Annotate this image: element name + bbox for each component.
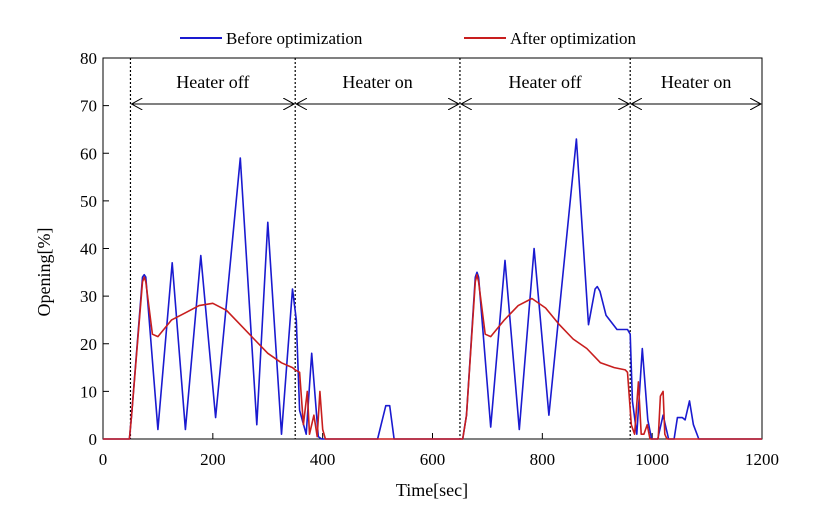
x-axis-label: Time[sec] [396,480,468,500]
series-line-1 [103,273,762,440]
y-tick-label: 70 [80,97,97,116]
y-tick-label: 60 [80,144,97,163]
region-label: Heater off [509,72,582,92]
y-tick-label: 30 [80,287,97,306]
y-tick-label: 40 [80,240,97,259]
legend: Before optimization After optimization [180,29,637,48]
series-line-0 [103,138,762,440]
x-tick-label: 1000 [635,450,669,469]
x-tick-label: 600 [420,450,446,469]
y-axis-label: Opening[%] [34,228,54,317]
x-tick-label: 200 [200,450,226,469]
y-tick-label: 20 [80,335,97,354]
y-tick-label: 10 [80,382,97,401]
y-tick-label: 0 [89,430,98,449]
y-tick-label: 80 [80,49,97,68]
x-tick-label: 800 [530,450,556,469]
region-label: Heater on [342,72,412,92]
x-tick-label: 0 [99,450,108,469]
legend-label-series-0: Before optimization [226,29,363,48]
x-tick-label: 1200 [745,450,779,469]
region-label: Heater off [176,72,249,92]
legend-label-series-1: After optimization [510,29,637,48]
region-label: Heater on [661,72,731,92]
x-tick-label: 400 [310,450,336,469]
y-tick-label: 50 [80,192,97,211]
